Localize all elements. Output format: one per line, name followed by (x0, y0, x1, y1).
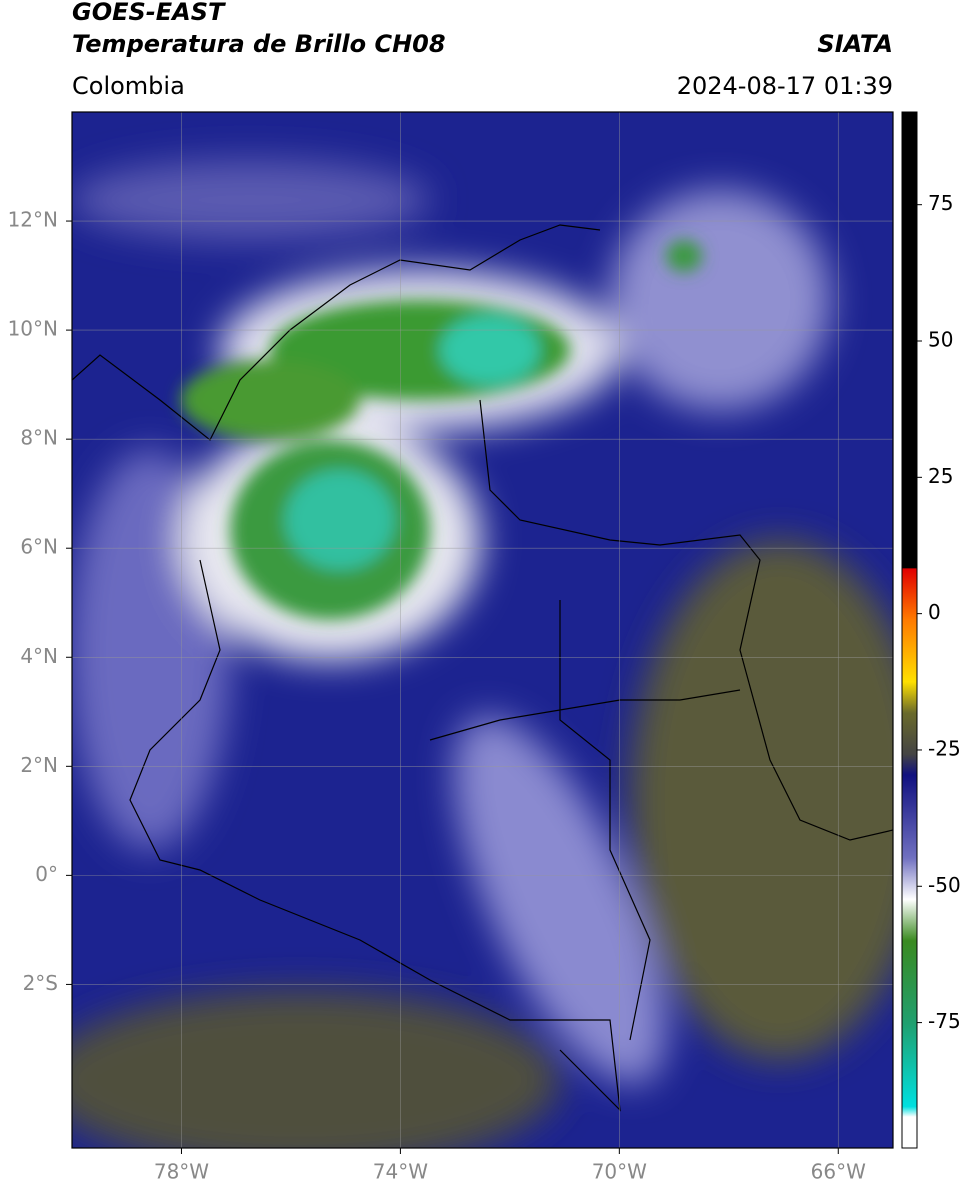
x-tick-label: 78°W (154, 1160, 209, 1184)
colorbar-tick-label: 25 (928, 464, 953, 488)
y-tick-label: 12°N (8, 208, 58, 232)
timestamp: 2024-08-17 01:39 (677, 72, 893, 100)
y-tick-label: 8°N (20, 426, 58, 450)
title: GOES-EAST (72, 0, 226, 26)
y-tick-label: 4°N (20, 644, 58, 668)
x-tick-label: 66°W (811, 1160, 866, 1184)
satellite-image (72, 112, 893, 1148)
colorbar-tick-label: -75 (928, 1009, 961, 1033)
x-tick-label: 70°W (592, 1160, 647, 1184)
y-tick-label: 2°N (20, 753, 58, 777)
y-tick-label: 10°N (8, 317, 58, 341)
source: SIATA (817, 30, 893, 58)
colorbar-tick-label: -50 (928, 873, 961, 897)
colorbar-tick-label: 75 (928, 191, 953, 215)
subtitle: Temperatura de Brillo CH08 (72, 30, 446, 58)
y-tick-label: 2°S (23, 971, 58, 995)
colorbar (901, 111, 918, 1149)
x-tick-label: 74°W (373, 1160, 428, 1184)
y-tick-label: 0° (35, 862, 58, 886)
colorbar-tick-label: -25 (928, 736, 961, 760)
map-frame (71, 111, 894, 1149)
y-tick-label: 6°N (20, 535, 58, 559)
region: Colombia (72, 72, 185, 100)
colorbar-tick-label: 50 (928, 328, 953, 352)
colorbar-tick-label: 0 (928, 600, 941, 624)
